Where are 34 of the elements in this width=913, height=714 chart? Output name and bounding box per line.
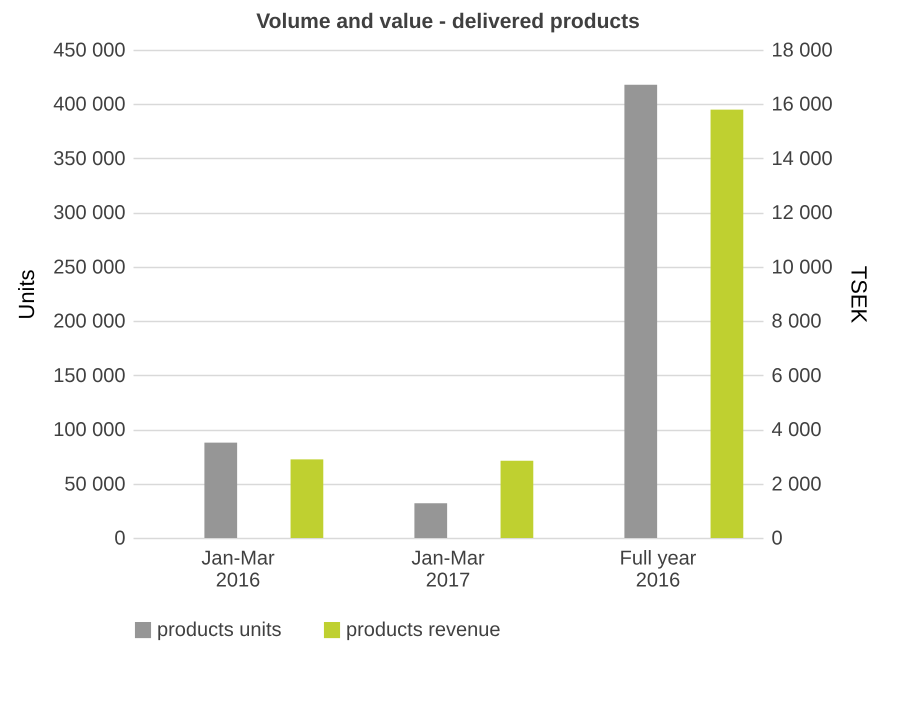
y-tick-label: 50 000: [64, 473, 126, 496]
y2-tick-label: 18 000: [772, 40, 833, 62]
bar: [710, 110, 744, 538]
y2-tick-label: 6 000: [772, 364, 822, 387]
y2-axis-title: TSEK: [846, 266, 872, 324]
y-tick-label: 300 000: [53, 202, 126, 224]
y-tick-label: 400 000: [53, 94, 126, 116]
bar: [290, 459, 324, 538]
y-tick-label: 150 000: [53, 364, 126, 387]
y2-tick-label: 10 000: [772, 256, 833, 278]
y-tick-label: 0: [114, 528, 126, 550]
y2-tick-label: 8 000: [772, 310, 822, 333]
y2-tick-label: 4 000: [772, 419, 822, 442]
y-tick-label: 450 000: [53, 40, 126, 62]
y-axis-title: Units: [14, 269, 40, 320]
chart-title: Volume and value - delivered products: [256, 10, 640, 33]
x-tick-label: Jan-Mar 2016: [201, 548, 276, 592]
y-tick-label: 100 000: [53, 419, 126, 442]
x-tick-label: Full year 2016: [620, 548, 697, 592]
legend-label: products revenue: [346, 619, 501, 641]
y-tick-label: 200 000: [53, 310, 126, 333]
bar: [500, 460, 534, 538]
bar: [624, 84, 658, 538]
y2-tick-label: 0: [772, 528, 783, 550]
bar: [414, 503, 448, 538]
y-tick-label: 250 000: [53, 256, 126, 278]
y2-tick-label: 14 000: [772, 148, 833, 170]
y-tick-label: 350 000: [53, 148, 126, 170]
legend-label: products units: [157, 619, 282, 641]
bar: [204, 442, 238, 538]
y2-tick-label: 16 000: [772, 94, 833, 116]
y2-tick-label: 12 000: [772, 202, 833, 224]
x-tick-label: Jan-Mar 2017: [411, 548, 486, 592]
y2-tick-label: 2 000: [772, 473, 822, 496]
